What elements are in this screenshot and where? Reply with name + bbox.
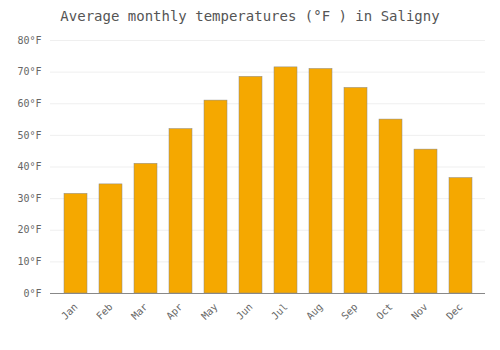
svg-text:Nov: Nov [409,301,430,322]
svg-text:Jan: Jan [59,301,80,322]
svg-text:60°F: 60°F [17,98,41,109]
svg-text:Jul: Jul [269,301,290,322]
svg-text:Dec: Dec [444,301,465,322]
svg-text:30°F: 30°F [17,193,41,204]
svg-text:10°F: 10°F [17,256,41,267]
svg-text:40°F: 40°F [17,161,41,172]
svg-text:70°F: 70°F [17,66,41,77]
svg-text:20°F: 20°F [17,224,41,235]
svg-text:Mar: Mar [129,301,150,322]
svg-text:Aug: Aug [304,301,325,322]
svg-text:Apr: Apr [164,301,185,322]
svg-text:Feb: Feb [94,301,115,322]
svg-text:Oct: Oct [374,301,395,322]
svg-text:50°F: 50°F [17,130,41,141]
html-text:Average monthly temperatures (: Average monthly temperatures (°F ) in Sa… [60,8,440,24]
svg-text:80°F: 80°F [17,35,41,46]
svg-text:May: May [199,301,220,322]
svg-text:0°F: 0°F [23,288,41,299]
svg-text:Jun: Jun [234,301,255,322]
svg-text:Sep: Sep [339,301,360,322]
